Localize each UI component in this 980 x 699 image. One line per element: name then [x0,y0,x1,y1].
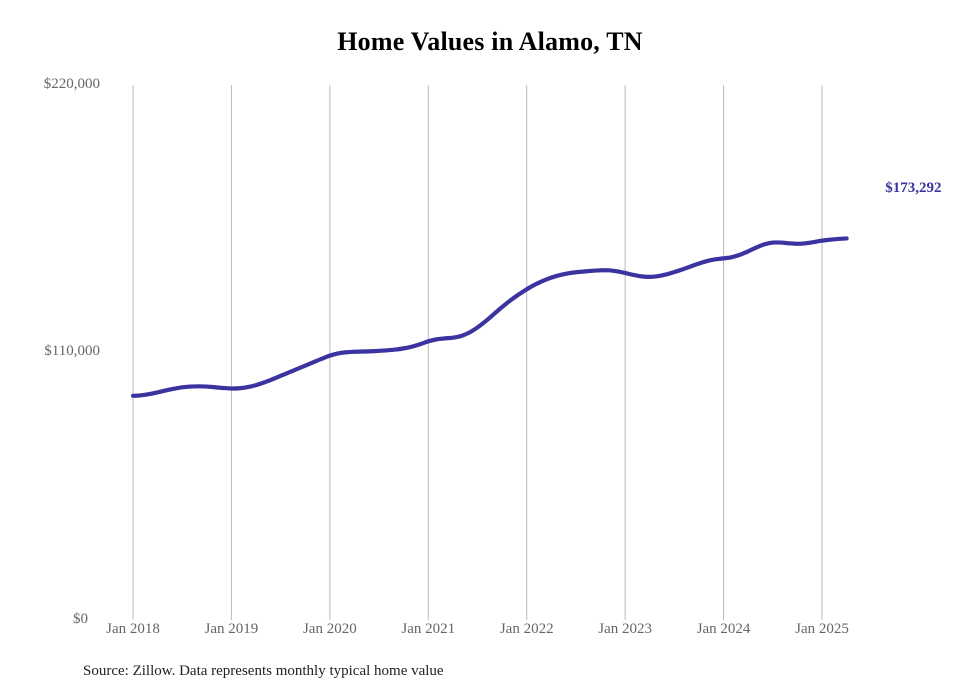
x-axis-tick-label-jan-2024: Jan 2024 [696,621,751,637]
x-axis-tick-label-jan-2023: Jan 2023 [598,621,653,637]
chart-title: Home Values in Alamo, TN [337,27,643,56]
x-axis-tick-label-jan-2021: Jan 2021 [401,621,456,637]
y-axis-tick-label-220000: $220,000 [43,76,100,92]
x-axis-tick-label-jan-2019: Jan 2019 [204,621,259,637]
end-value-annotation: $173,292 [885,180,942,196]
source-note: Source: Zillow. Data represents monthly … [83,663,444,679]
gridlines-group [132,85,823,620]
data-line-series-typical-home-value [130,236,849,398]
y-axis-tick-label-110000: $110,000 [44,343,100,359]
x-axis-tick-label-jan-2020: Jan 2020 [302,621,357,637]
x-axis-tick-label-jan-2018: Jan 2018 [106,621,160,637]
x-axis-tick-label-jan-2025: Jan 2025 [795,621,849,637]
y-axis-tick-label-0: $0 [73,611,88,627]
x-axis-tick-label-jan-2022: Jan 2022 [499,621,554,637]
